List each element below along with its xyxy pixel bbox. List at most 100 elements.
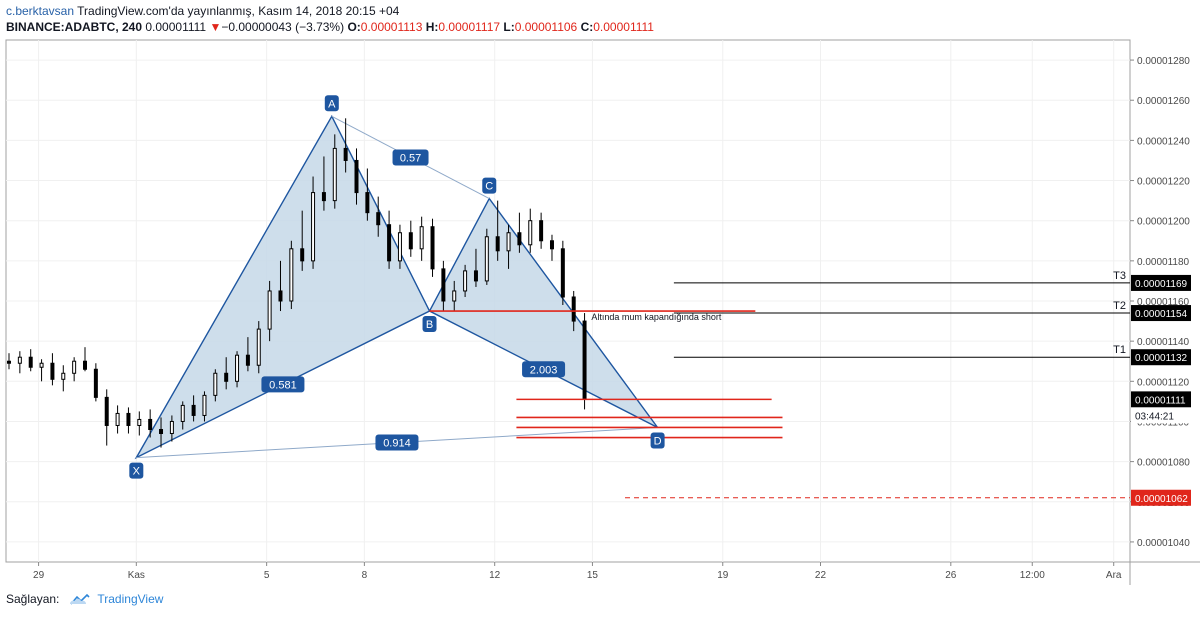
candle-body <box>61 372 66 380</box>
point-label-d-bg <box>650 432 665 449</box>
candle-body <box>571 296 576 322</box>
point-label-a-bg <box>324 95 339 112</box>
point-label-c-text: C <box>485 181 493 193</box>
point-label-x: X <box>129 462 144 479</box>
candle-body <box>289 248 294 302</box>
price-tick-label: 0.00001260 <box>1137 96 1190 107</box>
bar-countdown-tag-bg <box>1131 407 1191 424</box>
candle-body <box>267 290 272 330</box>
candle-body <box>50 362 55 380</box>
target-label: T3 <box>1113 270 1126 282</box>
candle-body <box>72 360 77 374</box>
ratio-label-text: 0.914 <box>383 438 411 450</box>
time-tick-label: 12 <box>489 570 501 581</box>
time-tick-label: 22 <box>815 570 827 581</box>
price-tick-label: 0.00001200 <box>1137 217 1190 228</box>
stop-price-tag-bg <box>1131 489 1191 506</box>
candle-body <box>104 396 109 426</box>
ratio-label-bg <box>522 361 566 378</box>
time-tick-label: Kas <box>128 570 145 581</box>
tradingview-logo[interactable]: TradingView <box>69 592 163 606</box>
point-label-a: A <box>324 95 339 112</box>
ratio-label: 0.914 <box>375 434 419 451</box>
time-tick-label: 26 <box>945 570 957 581</box>
bar-countdown-tag-text: 03:44:21 <box>1135 411 1174 422</box>
open-label: O: <box>347 20 361 34</box>
candle-body <box>300 248 305 262</box>
price-tick-label: 0.00001140 <box>1137 337 1190 348</box>
price-axis[interactable]: 0.00001280 0.00001260 0.00001240 0.00001220… <box>1130 56 1190 549</box>
candle-body <box>365 192 370 214</box>
candles <box>6 118 587 448</box>
author-link[interactable]: c.berktavsan <box>6 4 75 18</box>
candle-body <box>387 224 392 262</box>
price-tick-label: 0.00001040 <box>1137 538 1190 549</box>
target-price-tag-bg <box>1131 349 1191 366</box>
last-price: 0.00001111 <box>145 20 207 34</box>
candle-body <box>560 248 565 298</box>
time-axis[interactable]: 29 Kas 5 8 12 15 19 22 26 12:00 Ara <box>33 562 1122 581</box>
drawing-lines[interactable] <box>429 282 1130 499</box>
candle-body <box>148 418 153 430</box>
high-value: 0.00001117 <box>438 20 501 34</box>
ohlc-line: BINANCE:ADABTC, 240 0.00001111 ▼−0.00000… <box>6 19 654 35</box>
candle-body <box>83 360 87 370</box>
point-label-a-text: A <box>328 98 336 110</box>
tradingview-cloud-icon <box>70 593 90 605</box>
candle-body <box>397 232 402 262</box>
current-price-tag-text: 0.00001111 <box>1135 395 1186 406</box>
price-tick-label: 0.00001120 <box>1137 377 1190 388</box>
ratio-label: 0.57 <box>392 149 429 166</box>
candle-body <box>256 328 261 366</box>
candle-body <box>441 268 446 302</box>
candle-body <box>430 226 435 270</box>
candle-body <box>137 418 142 426</box>
time-tick-label: 15 <box>587 570 599 581</box>
price-tick-label: 0.00001080 <box>1137 458 1190 469</box>
point-label-x-bg <box>129 462 144 479</box>
point-label-c-bg <box>482 177 497 194</box>
candle-body <box>463 270 468 292</box>
low-value: 0.00001106 <box>514 20 578 34</box>
candle-body <box>224 372 229 382</box>
ratio-label-text: 0.57 <box>400 152 421 164</box>
time-tick-label: 5 <box>264 570 270 581</box>
open-value: 0.00001113 <box>360 20 423 34</box>
candle-body <box>549 240 554 250</box>
pattern-labels: T3 T2 T1 Altında mum kapandığında short X A B C… <box>129 95 1126 479</box>
candle-body <box>452 290 457 302</box>
candle-body <box>506 232 511 252</box>
candle-body <box>17 356 22 364</box>
point-label-d-text: D <box>654 435 662 447</box>
candle-body <box>6 360 11 364</box>
target-price-tag-bg <box>1131 274 1191 291</box>
candle-body <box>159 428 164 435</box>
candle-body <box>28 356 33 368</box>
price-tick-label: 0.00001240 <box>1137 136 1190 147</box>
grid <box>6 40 1130 562</box>
stop-price-tag: 0.00001062 <box>1131 489 1191 506</box>
point-label-b-text: B <box>426 319 433 331</box>
time-tick-label: 12:00 <box>1020 570 1045 581</box>
target-label: T2 <box>1113 300 1126 312</box>
point-label-d: D <box>650 432 665 449</box>
candle-body <box>332 147 337 202</box>
candle-body <box>419 226 424 250</box>
target-price-tag-text: 0.00001169 <box>1135 279 1188 290</box>
price-tags: 0.00001169 0.00001154 0.00001132 0.00001062… <box>1131 274 1191 506</box>
ratio-label-text: 2.003 <box>530 364 558 376</box>
price-tick-label: 0.00001180 <box>1137 257 1190 268</box>
close-label: C: <box>580 20 594 34</box>
published-text: TradingView.com'da yayınlanmış, Kasım 14… <box>77 4 400 18</box>
candle-body <box>278 290 283 302</box>
candle-body <box>343 147 348 161</box>
time-tick-label: Ara <box>1106 570 1122 581</box>
target-price-tag-text: 0.00001132 <box>1135 353 1188 364</box>
point-label-b-bg <box>422 316 437 333</box>
brand-name: TradingView <box>97 592 164 606</box>
current-price-tag: 0.00001111 <box>1131 391 1191 408</box>
candle-body <box>408 232 413 250</box>
candle-body <box>245 354 250 366</box>
candle-body <box>354 159 359 194</box>
